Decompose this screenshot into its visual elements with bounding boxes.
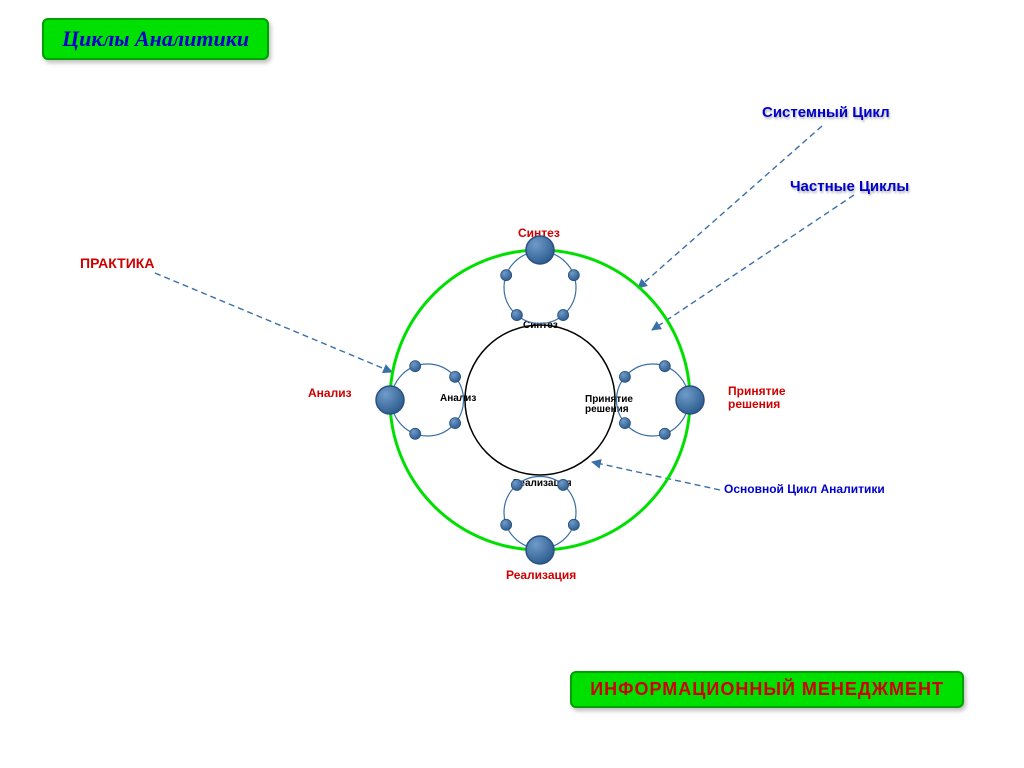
cycle-diagram [0, 0, 1024, 768]
